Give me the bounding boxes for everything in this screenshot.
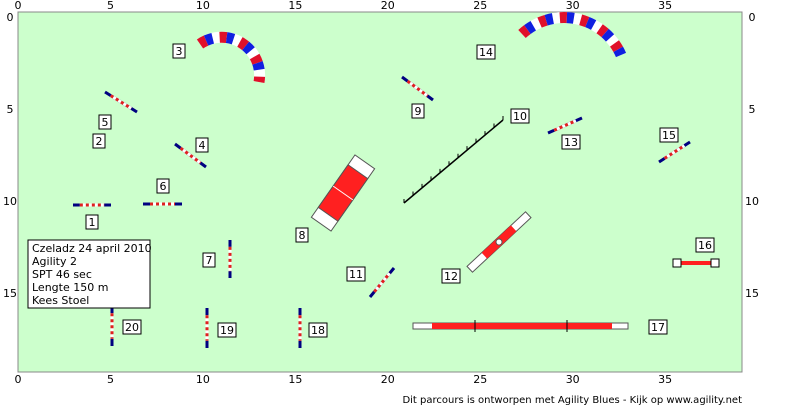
tire xyxy=(672,258,720,268)
y-tick-label: 10 xyxy=(3,195,17,208)
obstacle-number: 6 xyxy=(160,180,167,193)
number-box xyxy=(85,214,99,230)
x-tick-label: 35 xyxy=(658,0,672,12)
y-tick-label: 15 xyxy=(3,287,17,300)
tunnel-stripe xyxy=(196,31,266,83)
a-frame xyxy=(310,154,376,232)
jump-bar xyxy=(109,94,133,110)
number-box xyxy=(122,319,142,335)
obstacle-number: 12 xyxy=(444,270,458,283)
y-tick-label: 15 xyxy=(745,287,759,300)
jump-bar xyxy=(373,272,391,293)
field xyxy=(17,11,743,373)
info-line: Lengte 150 m xyxy=(32,281,108,294)
info-line: Agility 2 xyxy=(32,255,77,268)
x-tick-label: 10 xyxy=(196,373,210,386)
obstacle-number: 17 xyxy=(651,321,665,334)
number-box xyxy=(411,103,425,119)
jump-bar xyxy=(406,79,429,98)
x-tick-label: 30 xyxy=(566,0,580,12)
obstacle-number: 19 xyxy=(220,324,234,337)
number-box xyxy=(695,237,715,253)
number-box xyxy=(308,322,328,338)
number-box xyxy=(92,133,106,149)
y-tick-label: 10 xyxy=(745,195,759,208)
y-tick-label: 0 xyxy=(7,11,14,24)
tunnel-stripe xyxy=(196,31,266,83)
weave-poles xyxy=(403,119,504,204)
number-box xyxy=(476,44,496,60)
x-tick-label: 30 xyxy=(566,373,580,386)
obstacle-number: 10 xyxy=(513,110,527,123)
obstacle-number: 8 xyxy=(299,229,306,242)
number-box xyxy=(441,268,461,284)
x-tick-label: 20 xyxy=(381,373,395,386)
y-tick-label: 5 xyxy=(749,103,756,116)
x-tick-label: 20 xyxy=(381,0,395,12)
number-box xyxy=(172,43,186,59)
x-tick-label: 0 xyxy=(15,373,22,386)
dog-walk xyxy=(412,320,629,332)
info-box xyxy=(27,239,151,309)
y-tick-label: 5 xyxy=(7,103,14,116)
obstacle-number: 15 xyxy=(662,129,676,142)
x-tick-label: 10 xyxy=(196,0,210,12)
number-box xyxy=(98,114,112,130)
seesaw xyxy=(466,211,532,273)
number-box xyxy=(156,178,170,194)
tunnel xyxy=(518,12,627,58)
x-tick-label: 15 xyxy=(288,0,302,12)
footer: Dit parcours is ontworpen met Agility Bl… xyxy=(402,395,742,406)
number-box xyxy=(510,108,530,124)
obstacle-number: 9 xyxy=(415,105,422,118)
weave-pole-ticks xyxy=(403,116,504,203)
obstacle-number: 4 xyxy=(199,139,206,152)
y-tick-label: 0 xyxy=(749,11,756,24)
number-box xyxy=(202,252,216,268)
obstacle-number: 1 xyxy=(89,216,96,229)
number-box xyxy=(217,322,237,338)
x-tick-label: 0 xyxy=(15,0,22,12)
obstacle-number: 13 xyxy=(564,136,578,149)
x-tick-label: 5 xyxy=(107,373,114,386)
number-box xyxy=(195,137,209,153)
obstacle-number: 3 xyxy=(176,45,183,58)
number-box xyxy=(561,134,581,150)
number-box xyxy=(346,266,366,282)
obstacle-number: 20 xyxy=(125,321,139,334)
info-line: SPT 46 sec xyxy=(32,268,92,281)
obstacle-number: 11 xyxy=(349,268,363,281)
obstacle-number: 16 xyxy=(698,239,712,252)
jump-bar xyxy=(663,144,686,160)
x-tick-label: 25 xyxy=(473,373,487,386)
x-tick-label: 5 xyxy=(107,0,114,12)
number-box xyxy=(295,227,309,243)
info-line: Kees Stoel xyxy=(32,294,89,307)
number-box xyxy=(648,319,668,335)
number-box xyxy=(659,127,679,143)
obstacle-number: 14 xyxy=(479,46,493,59)
x-tick-label: 15 xyxy=(288,373,302,386)
x-tick-label: 35 xyxy=(658,373,672,386)
obstacle-number: 7 xyxy=(206,254,213,267)
info-line: Czeladz 24 april 2010 xyxy=(32,242,152,255)
x-tick-label: 25 xyxy=(473,0,487,12)
obstacle-number: 5 xyxy=(102,116,109,129)
obstacle-number: 18 xyxy=(311,324,325,337)
jump-bar xyxy=(553,119,577,132)
obstacle-number: 2 xyxy=(96,135,103,148)
jump-bar xyxy=(179,146,202,165)
